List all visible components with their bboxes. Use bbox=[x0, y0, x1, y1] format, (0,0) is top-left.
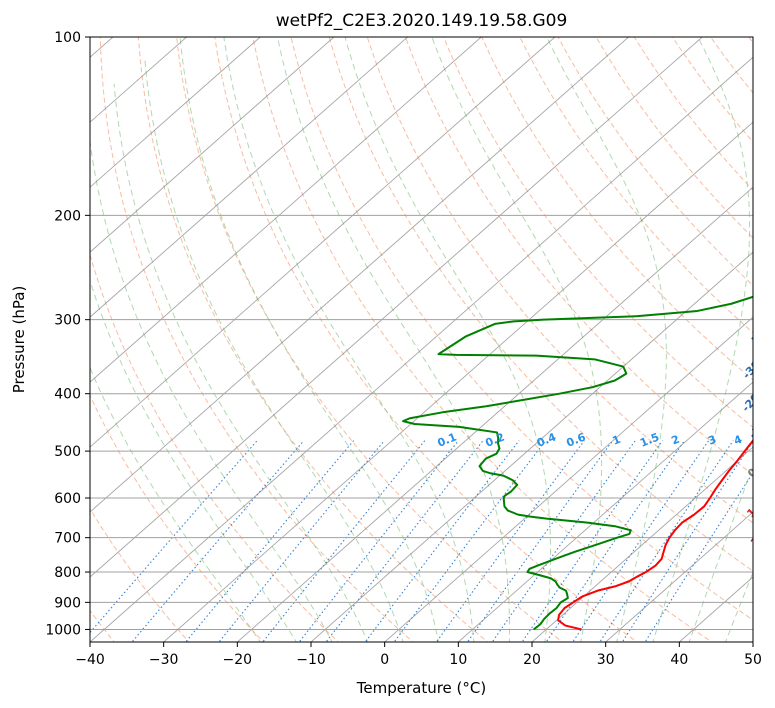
dry-adiabat-line bbox=[214, 37, 638, 642]
moist-adiabat-line bbox=[113, 83, 369, 642]
x-tick-label: 10 bbox=[449, 652, 467, 668]
y-tick-label: 500 bbox=[54, 444, 81, 460]
isotherm-line bbox=[310, 251, 753, 642]
isotherm-line bbox=[90, 37, 409, 318]
axis-layer: −40 −30 −20 −10 0 10 20 30 40 5010020030040050060… bbox=[45, 30, 762, 668]
plot-frame bbox=[89, 36, 754, 643]
dry-adiabat-line bbox=[481, 37, 753, 381]
mixing-ratio-line bbox=[466, 440, 614, 642]
y-tick-label: 400 bbox=[54, 387, 81, 403]
dry-adiabat-label: -40 bbox=[746, 320, 769, 344]
y-tick-label: 800 bbox=[54, 565, 81, 581]
isotherm-line bbox=[531, 446, 753, 642]
x-axis-title: Temperature (°C) bbox=[356, 679, 486, 697]
mixing-ratio-line bbox=[599, 440, 734, 642]
dry-adiabat-line bbox=[557, 37, 753, 287]
isotherm-line bbox=[90, 37, 335, 253]
x-tick-label: −30 bbox=[149, 652, 179, 668]
isotherm-line bbox=[90, 37, 703, 578]
x-tick-label: 30 bbox=[597, 652, 615, 668]
mixing-ratio-line bbox=[572, 440, 710, 642]
chart-title: wetPf2_C2E3.2020.149.19.58.G09 bbox=[276, 11, 568, 31]
isotherm-line bbox=[383, 316, 753, 642]
mixing-ratio-label: 1 bbox=[611, 433, 623, 448]
y-tick-label: 1000 bbox=[45, 622, 81, 638]
isotherm-line bbox=[90, 56, 753, 642]
mixing-ratio-label: 2 bbox=[669, 433, 681, 448]
isotherm-line bbox=[457, 381, 753, 642]
dry-adiabat-line bbox=[443, 37, 753, 428]
dry-adiabat-label: -10 bbox=[746, 417, 769, 441]
x-tick-label: 50 bbox=[744, 652, 762, 668]
isotherm-line bbox=[90, 37, 261, 188]
y-tick-label: 200 bbox=[54, 208, 81, 224]
mixing-ratio-line bbox=[364, 440, 520, 642]
mixing-ratio-line bbox=[90, 440, 258, 634]
y-tick-label: 300 bbox=[54, 313, 81, 329]
x-tick-label: −10 bbox=[296, 652, 326, 668]
y-tick-label: 700 bbox=[54, 531, 81, 547]
y-axis-title: Pressure (hPa) bbox=[10, 286, 28, 394]
isotherm-line bbox=[90, 37, 630, 513]
dry-adiabat-line bbox=[328, 37, 753, 572]
x-tick-label: 0 bbox=[380, 652, 389, 668]
y-tick-label: 600 bbox=[54, 491, 81, 507]
moist-adiabat-line bbox=[90, 366, 261, 642]
moist-adiabat-line bbox=[90, 137, 333, 642]
moist-adiabat-label: 10 bbox=[744, 500, 764, 520]
moist-adiabat-label: 20 bbox=[748, 529, 768, 549]
mixing-ratio-label: 3 bbox=[706, 433, 718, 448]
mixing-ratio-line bbox=[621, 440, 753, 642]
y-tick-label: 900 bbox=[54, 595, 81, 611]
temperature-profile-line bbox=[557, 438, 753, 631]
dry-adiabat-line bbox=[404, 37, 753, 476]
isotherm-line bbox=[90, 37, 482, 383]
moist-adiabat-line bbox=[90, 278, 297, 642]
mixing-ratio-line bbox=[131, 440, 305, 642]
x-tick-label: 20 bbox=[523, 652, 541, 668]
moist-adiabat-label: 0 bbox=[745, 465, 760, 480]
dewpoint-profile-line bbox=[402, 295, 753, 631]
mixing-ratio-line bbox=[298, 440, 459, 642]
plot-grid-layer bbox=[90, 37, 753, 642]
mixing-ratio-line bbox=[262, 440, 426, 642]
dry-adiabat-line bbox=[519, 37, 753, 334]
isotherm-line bbox=[90, 37, 556, 448]
isotherm-line bbox=[162, 121, 753, 642]
y-tick-label: 100 bbox=[54, 30, 81, 46]
x-tick-label: −40 bbox=[75, 652, 105, 668]
x-tick-label: −20 bbox=[223, 652, 253, 668]
isotherm-line bbox=[604, 511, 753, 642]
x-tick-label: 40 bbox=[670, 652, 688, 668]
isotherm-line bbox=[236, 186, 753, 642]
mixing-ratio-line bbox=[644, 471, 753, 642]
